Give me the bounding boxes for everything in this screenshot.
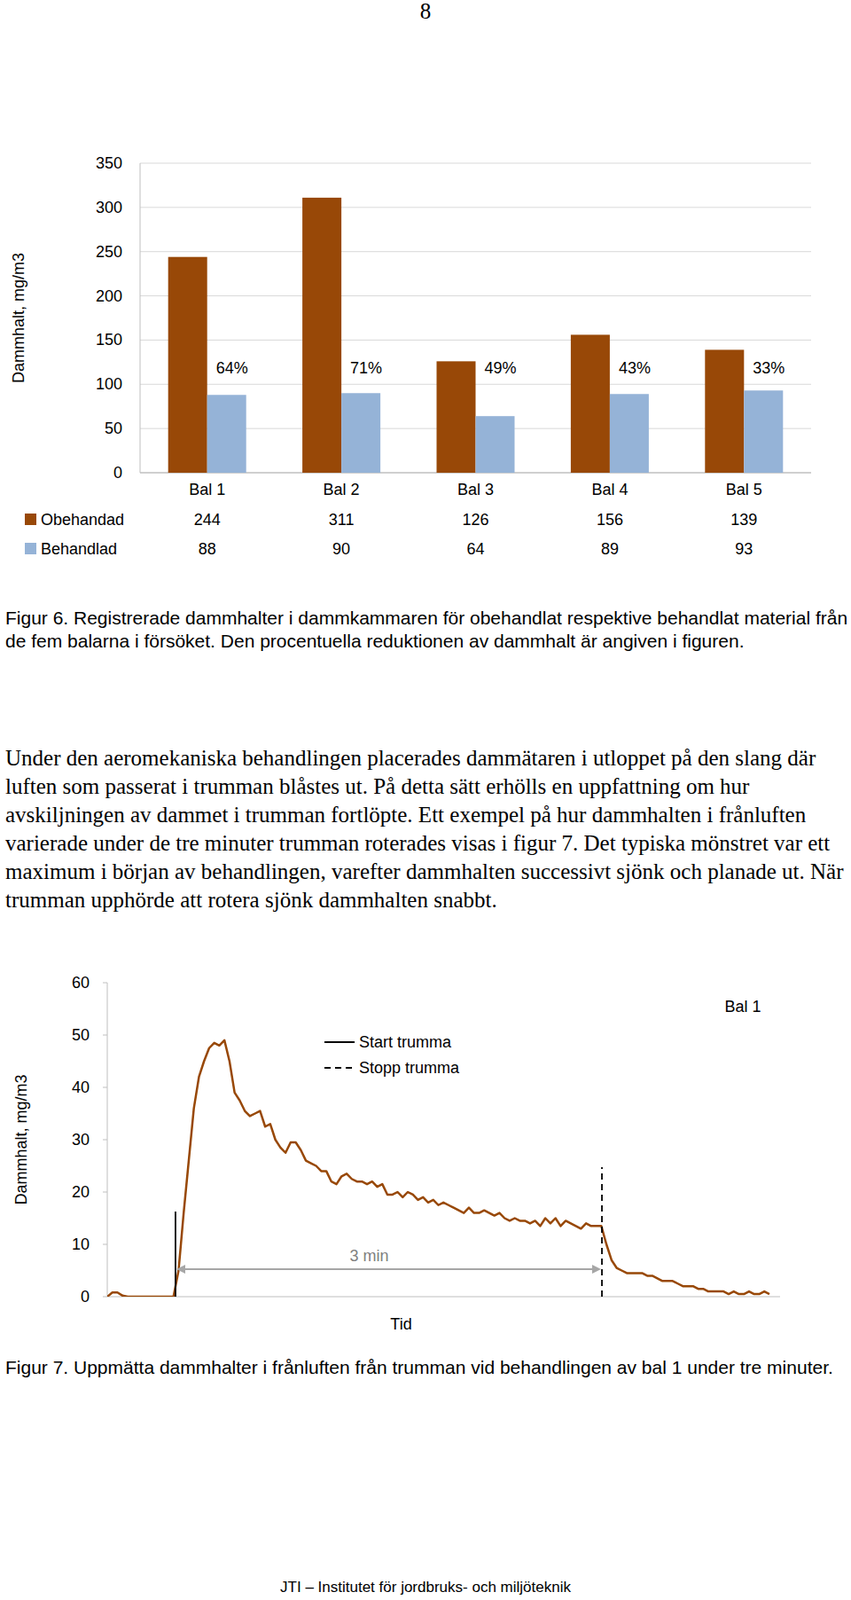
annotation: 33% bbox=[752, 359, 785, 377]
tick-mark bbox=[102, 1139, 108, 1140]
table-value: 93 bbox=[734, 539, 753, 558]
tick-label: 50 bbox=[71, 1025, 90, 1044]
annotation: 43% bbox=[618, 359, 651, 377]
legend-label: Obehandad bbox=[40, 510, 125, 529]
tick-mark bbox=[102, 982, 108, 984]
tick-mark bbox=[102, 1296, 108, 1297]
category-label: Bal 4 bbox=[591, 480, 628, 499]
annotation: 49% bbox=[484, 359, 516, 377]
table-value: 244 bbox=[194, 510, 221, 529]
tick-label: 50 bbox=[104, 419, 123, 438]
tick-label: 300 bbox=[95, 198, 123, 217]
bar bbox=[341, 392, 381, 473]
figure-caption: Figur 7. Uppmätta dammhalter i frånlufte… bbox=[5, 1355, 850, 1379]
plot bbox=[107, 1039, 770, 1297]
table-value: 64 bbox=[466, 539, 485, 558]
legend-label: Behandlad bbox=[40, 539, 118, 558]
legend-key bbox=[324, 1040, 355, 1043]
tick-mark bbox=[102, 1086, 108, 1088]
axis-line bbox=[140, 163, 141, 473]
tick-label: 20 bbox=[71, 1182, 90, 1201]
tick-label: 100 bbox=[95, 374, 123, 393]
table-value: 139 bbox=[730, 510, 758, 529]
category-label: Bal 1 bbox=[188, 480, 226, 499]
tick-label: 10 bbox=[71, 1234, 90, 1253]
category-label: Bal 5 bbox=[726, 480, 763, 499]
bar-chart: 0 50 100 150 200 250 300 350 Dammhalt, mg/m3 64% 7… bbox=[9, 154, 812, 558]
bar bbox=[437, 360, 477, 473]
duration-arrow bbox=[178, 1267, 600, 1270]
chart-title: Bal 1 bbox=[724, 997, 761, 1015]
legend-label: Start trumma bbox=[359, 1032, 453, 1051]
tick-label: 0 bbox=[80, 1287, 90, 1305]
tick-label: 40 bbox=[71, 1077, 90, 1096]
tick-label: 60 bbox=[71, 973, 90, 992]
bar bbox=[207, 394, 247, 473]
data-line bbox=[107, 1039, 770, 1297]
annotation: 71% bbox=[350, 359, 383, 377]
grid-line bbox=[140, 163, 812, 164]
grid-line bbox=[140, 295, 812, 297]
tick-label: 150 bbox=[95, 330, 123, 349]
bar bbox=[302, 197, 342, 473]
legend-label: Stopp trumma bbox=[359, 1058, 461, 1077]
grid-line bbox=[140, 250, 812, 252]
tick-mark bbox=[102, 1243, 108, 1245]
tick-label: 30 bbox=[71, 1130, 90, 1148]
bar bbox=[609, 393, 649, 473]
category-label: Bal 2 bbox=[323, 480, 360, 499]
table-value: 89 bbox=[601, 539, 619, 558]
grid-line bbox=[140, 206, 812, 208]
event-line bbox=[174, 1210, 177, 1297]
annotation: 3 min bbox=[349, 1246, 389, 1265]
axis-line bbox=[107, 1296, 781, 1297]
table-value: 126 bbox=[461, 510, 489, 529]
tick-mark bbox=[102, 1034, 108, 1036]
table-value: 90 bbox=[332, 539, 351, 558]
table-value: 88 bbox=[198, 539, 217, 558]
tick-mark bbox=[102, 1191, 108, 1193]
grid-line bbox=[140, 339, 812, 341]
body-text: Under den aeromekaniska behandlingen pla… bbox=[5, 743, 848, 914]
table-value: 311 bbox=[328, 510, 355, 529]
bar bbox=[168, 257, 208, 473]
bar bbox=[704, 349, 744, 473]
tick-label: 200 bbox=[95, 287, 123, 305]
footer: JTI – Institutet för jordbruks- och milj… bbox=[0, 1577, 851, 1596]
page-number: 8 bbox=[0, 0, 851, 25]
legend-key bbox=[24, 542, 37, 555]
tick-label: 350 bbox=[95, 154, 123, 172]
annotation: 64% bbox=[216, 359, 249, 377]
bars bbox=[168, 197, 784, 473]
legend-key bbox=[324, 1066, 355, 1069]
axis-label: Dammhalt, mg/m3 bbox=[12, 1073, 31, 1204]
axis-label: Dammhalt, mg/m3 bbox=[9, 252, 28, 383]
page: { "page_number": "8", "chart_data": [ { … bbox=[0, 0, 851, 1600]
axis-line bbox=[107, 982, 109, 1297]
event-line bbox=[601, 1166, 603, 1297]
bar bbox=[570, 334, 610, 473]
line-chart: 0 10 20 30 40 50 60 Dammhalt, mg/m3 Tid Bal 1 Star… bbox=[12, 973, 781, 1333]
bar bbox=[476, 415, 516, 473]
figure-caption: Figur 6. Registrerade dammhalter i dammk… bbox=[5, 606, 850, 653]
category-label: Bal 3 bbox=[457, 480, 494, 499]
tick-label: 250 bbox=[95, 242, 123, 261]
axis-label: Tid bbox=[390, 1314, 412, 1333]
charts: 050100150200250300350Dammhalt, mg/m364%7… bbox=[0, 0, 851, 1600]
table-value: 156 bbox=[596, 510, 624, 529]
legend-key bbox=[24, 513, 37, 525]
bar bbox=[743, 390, 783, 473]
tick-label: 0 bbox=[113, 463, 123, 482]
